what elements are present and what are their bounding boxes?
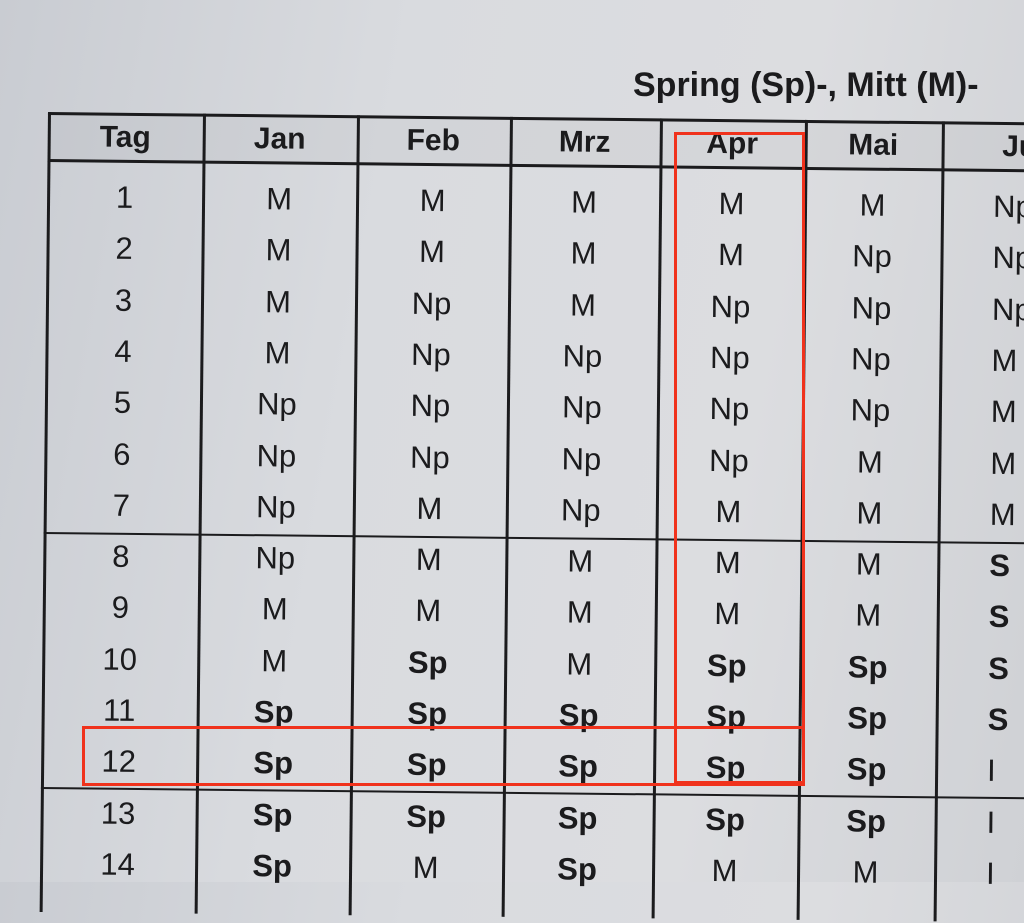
table-cell: M <box>569 287 597 323</box>
column-header-feb: Feb <box>406 123 461 158</box>
day-number: 8 <box>112 538 130 574</box>
table-cell: Np <box>410 336 451 373</box>
table-cell: Sp <box>847 700 888 736</box>
table-cell: Np <box>561 389 602 426</box>
day-number: 7 <box>112 487 131 523</box>
table-cell: M <box>265 232 292 268</box>
table-title: Spring (Sp)-, Mitt (M)- <box>633 66 979 104</box>
table-cell: M <box>566 646 593 682</box>
day-number: 14 <box>100 846 136 882</box>
table-cell: M <box>570 184 598 220</box>
table-cell: Sp <box>252 848 293 884</box>
table-cell: Sp <box>557 799 598 836</box>
table-cell: M <box>416 490 443 526</box>
table-cell: M <box>989 496 1016 532</box>
table-cell: S <box>987 701 1009 738</box>
table-cell: M <box>991 342 1018 379</box>
table-cell: Sp <box>407 644 448 680</box>
table-cell: S <box>988 599 1010 635</box>
table-cell: M <box>711 852 738 889</box>
table-cell: M <box>855 597 882 634</box>
table-cell: M <box>852 854 879 890</box>
table-cell: Np <box>255 488 296 525</box>
table-cell: I <box>985 855 995 891</box>
table-cell: M <box>418 234 446 270</box>
table-cell: Np <box>852 238 893 275</box>
table-cell: M <box>261 591 288 627</box>
table-cell: M <box>419 182 446 219</box>
day-number: 13 <box>100 795 136 831</box>
table-cell: Sp <box>557 851 598 887</box>
table-cell: Np <box>850 392 891 429</box>
table-cell: Sp <box>406 798 447 834</box>
table-cell: M <box>415 593 442 629</box>
column-header-tag: Tag <box>99 120 151 155</box>
table-cell: Np <box>992 188 1024 225</box>
table-cell: I <box>986 753 996 789</box>
table-cell: M <box>990 445 1017 481</box>
table-cell: M <box>264 283 292 320</box>
table-cell: S <box>989 547 1011 584</box>
table-cell: S <box>988 650 1010 686</box>
day-number: 1 <box>115 179 134 215</box>
day-number: 2 <box>115 231 133 267</box>
table-cell: Np <box>410 388 451 424</box>
day-number: 5 <box>113 384 132 421</box>
highlight-row-12 <box>82 726 805 786</box>
day-number: 6 <box>113 436 131 472</box>
table-cell: M <box>859 187 886 223</box>
day-number: 3 <box>114 282 133 318</box>
table-cell: Sp <box>846 802 887 839</box>
table-cell: M <box>261 642 288 679</box>
table-cell: Np <box>255 540 296 576</box>
table-cell: M <box>265 181 293 217</box>
table-cell: Np <box>560 492 601 528</box>
table-cell: M <box>566 594 593 631</box>
table-cell: Np <box>562 338 603 374</box>
table-cell: Sp <box>847 649 888 685</box>
day-number: 10 <box>102 641 138 677</box>
table-cell: Sp <box>705 801 746 837</box>
table-cell: M <box>990 394 1017 430</box>
table-cell: M <box>412 849 439 886</box>
table-cell: M <box>570 235 597 272</box>
column-header-ju: Ju <box>1002 129 1024 164</box>
table-cell: Np <box>256 386 297 422</box>
table-cell: Sp <box>252 796 293 833</box>
table-cell: M <box>856 495 883 531</box>
column-header-mai: Mai <box>848 128 899 162</box>
table-cell: Np <box>561 440 602 477</box>
table-cell: Np <box>851 290 892 326</box>
table-cell: Np <box>850 341 891 377</box>
table-cell: M <box>264 335 291 371</box>
table-cell: Np <box>256 437 297 474</box>
column-header-mrz: Mrz <box>558 125 611 159</box>
table-cell: Sp <box>846 751 887 788</box>
table-cell: M <box>856 443 883 480</box>
table-cell: M <box>415 541 442 578</box>
table-cell: Np <box>991 291 1024 327</box>
table-cell: Np <box>992 240 1024 276</box>
highlight-column-apr <box>674 132 805 784</box>
table-cell: Np <box>409 439 450 475</box>
table-cell: I <box>986 804 996 840</box>
day-number: 9 <box>111 590 130 626</box>
day-number: 4 <box>114 333 132 369</box>
table-cell: M <box>567 543 594 579</box>
table-cell: Np <box>411 285 452 321</box>
calendar-table: Tag Jan Feb Mrz Apr Mai Ju 1 M M M M M Np 2 M M M M Np Np 3 M N… <box>39 112 1024 923</box>
table-cell: M <box>855 546 882 582</box>
column-header-jan: Jan <box>253 122 306 156</box>
